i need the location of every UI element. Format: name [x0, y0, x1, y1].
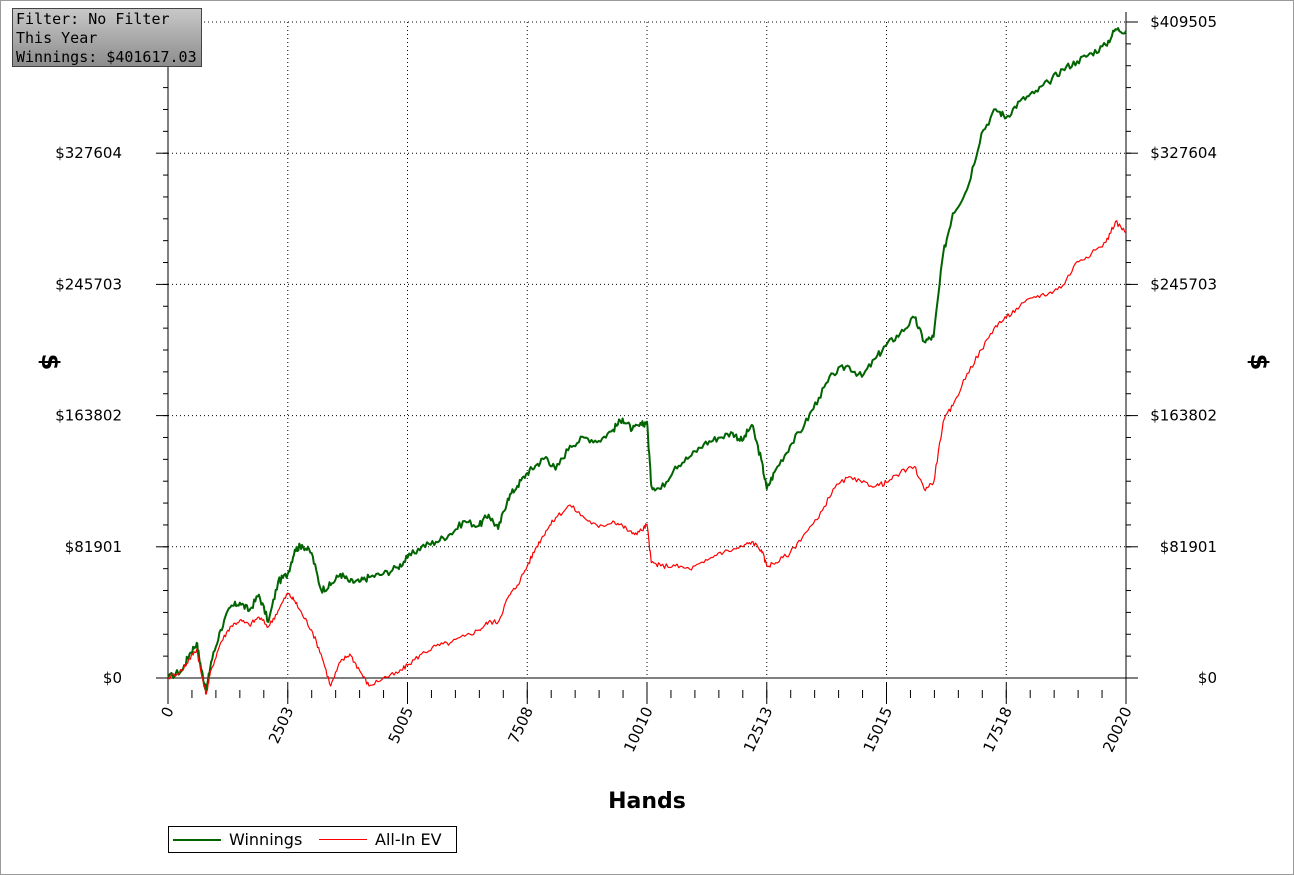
- x-axis-title: Hands: [608, 789, 686, 814]
- x-tick-label: 10010: [620, 704, 656, 755]
- y-tick-label-right: $81901: [1160, 538, 1217, 556]
- y-tick-label-right: $409505: [1150, 13, 1217, 31]
- grid-lines: [168, 21, 1126, 678]
- y-axis-title-left: $: [36, 354, 64, 371]
- y-tick-label-right: $245703: [1150, 275, 1217, 293]
- y-tick-label-right: $0: [1198, 669, 1217, 687]
- x-tick-label: 0: [157, 704, 177, 720]
- winnings-total-text: Winnings: $401617.03: [16, 48, 197, 66]
- y-tick-label-left: $81901: [65, 538, 122, 556]
- y-tick-label-left: $163802: [55, 407, 122, 425]
- x-tick-label: 2503: [265, 704, 297, 746]
- x-tick-label: 15015: [860, 704, 896, 755]
- series-line-winnings: [167, 27, 1127, 692]
- period-text: This Year: [16, 29, 98, 47]
- legend-item-all-in-ev: All-In EV: [319, 827, 442, 852]
- legend-label-all-in-ev: All-In EV: [375, 830, 442, 849]
- series-line-all-in-ev: [167, 220, 1127, 695]
- y-tick-label-left: $245703: [55, 275, 122, 293]
- legend-label-winnings: Winnings: [229, 830, 303, 849]
- legend-swatch-winnings: [173, 838, 221, 841]
- y-tick-label-right: $327604: [1150, 144, 1217, 162]
- x-tick-label: 20020: [1099, 704, 1135, 755]
- y-tick-label-right: $163802: [1150, 407, 1217, 425]
- filter-info-box: Filter: No Filter This Year Winnings: $4…: [12, 8, 202, 67]
- x-tick-label: 5005: [385, 704, 417, 746]
- x-tick-label: 7508: [504, 704, 536, 746]
- legend-swatch-all-in-ev: [319, 839, 367, 840]
- filter-text: Filter: No Filter: [16, 10, 170, 28]
- series-layer: [167, 27, 1127, 695]
- legend-item-winnings: Winnings: [173, 827, 302, 852]
- chart-legend: Winnings All-In EV: [168, 826, 457, 853]
- y-tick-label-left: $327604: [55, 144, 122, 162]
- x-tick-label: 17518: [979, 704, 1015, 755]
- axes: [156, 12, 1138, 704]
- y-axis-title-right: $: [1245, 354, 1273, 371]
- tick-labels: $0 $0 $81901 $81901 $163802 $163802 $245703 $24…: [55, 13, 1217, 755]
- y-tick-label-left: $0: [103, 669, 122, 687]
- x-tick-label: 12513: [740, 704, 776, 755]
